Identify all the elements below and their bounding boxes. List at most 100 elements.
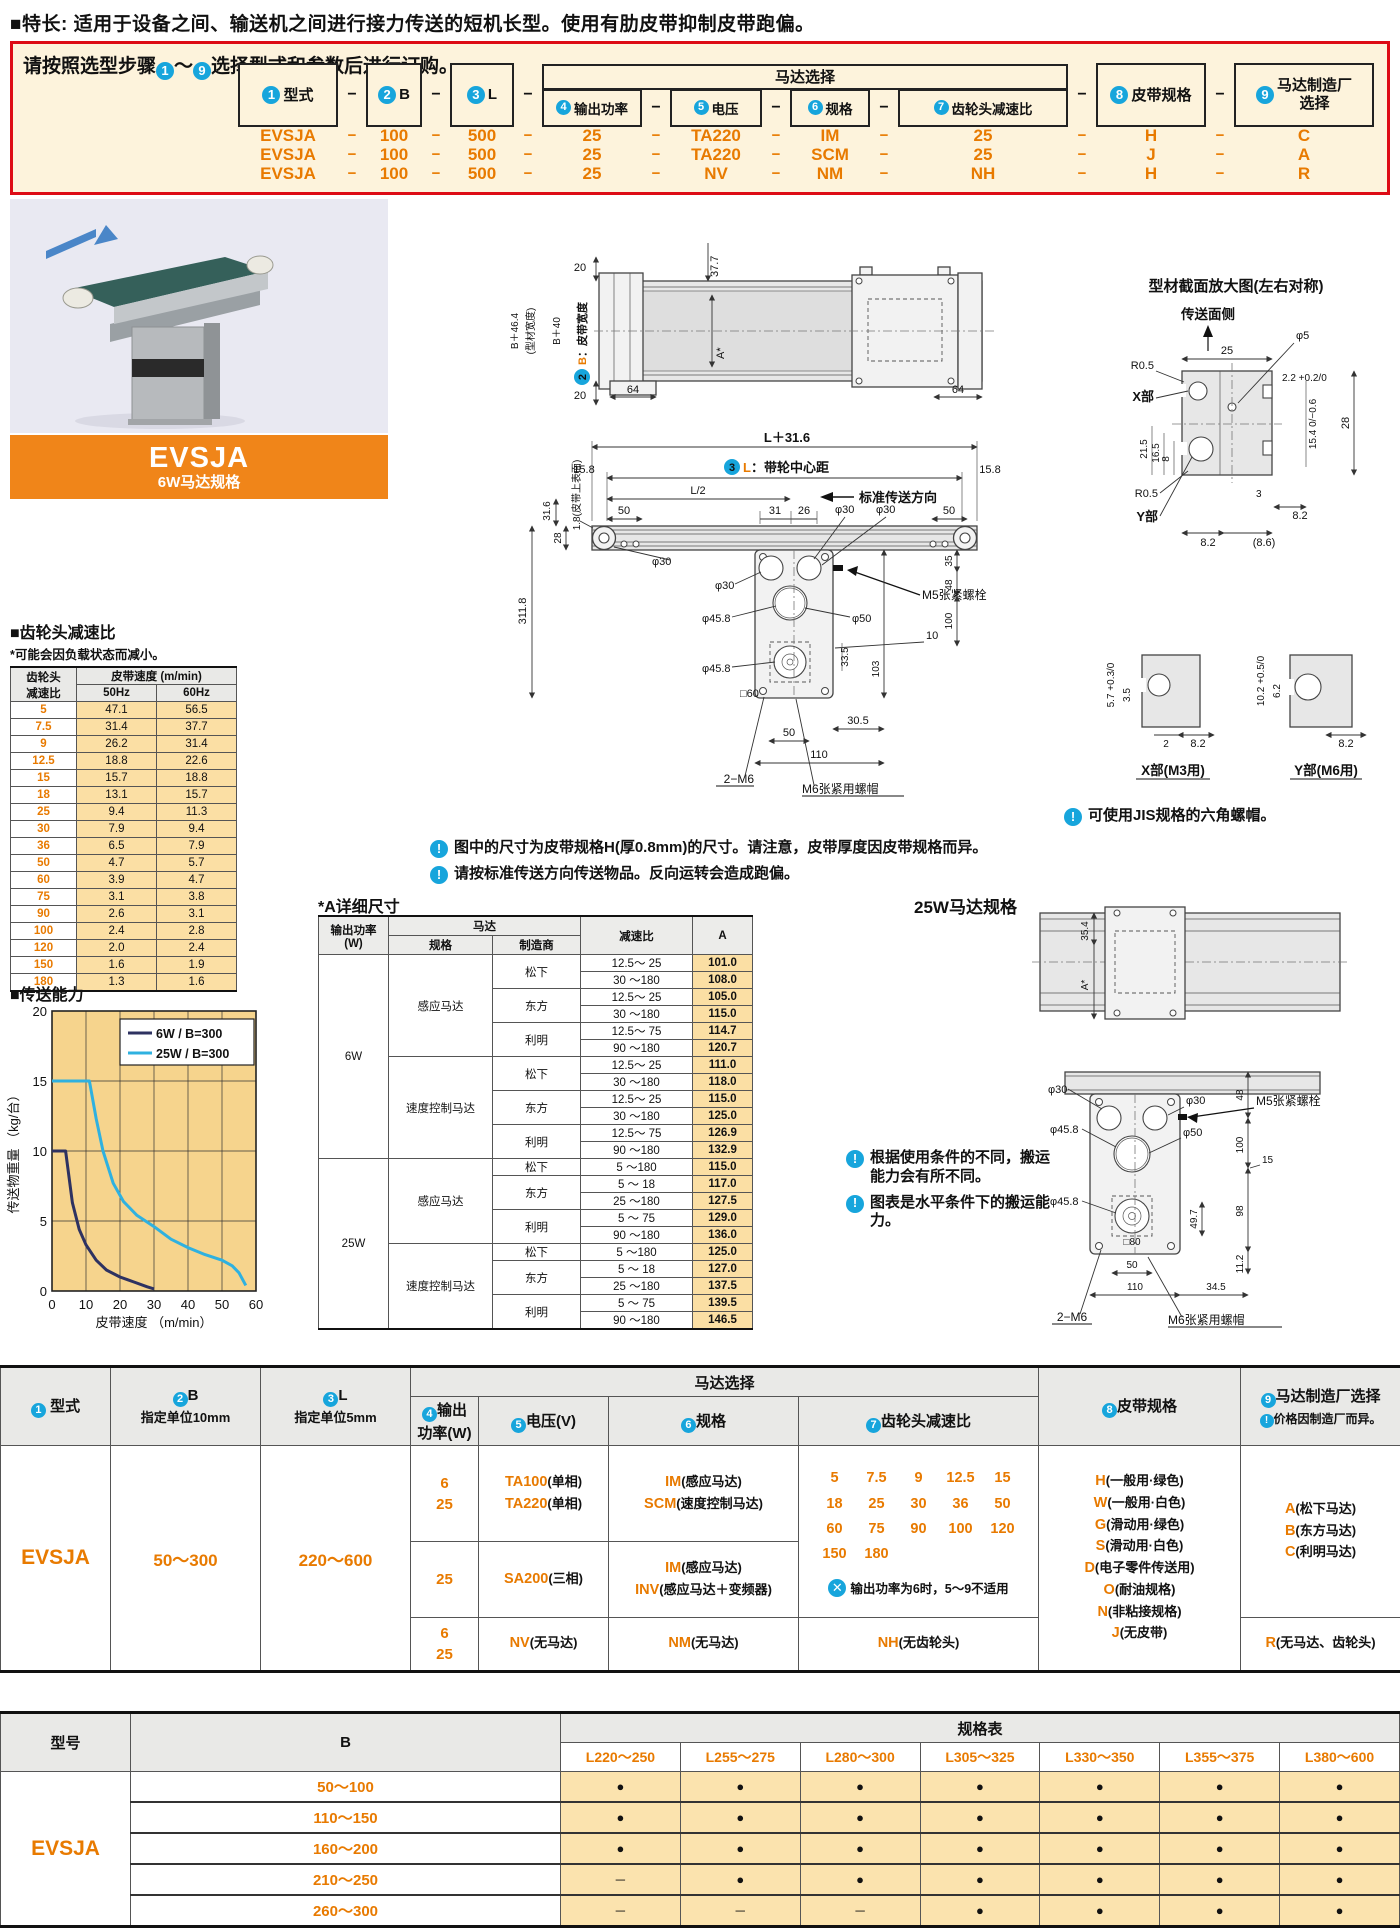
spec-availability-cell: － [680, 1895, 800, 1927]
order-example-dash: − [422, 126, 450, 145]
a-ratio-cell: 90 ～180 [581, 1227, 693, 1244]
sel-spec-1: IM(感应马达)SCM(速度控制马达) [609, 1446, 799, 1542]
gear-number: 180 [856, 1542, 898, 1567]
option-line: IM(感应马达) [611, 1558, 796, 1580]
sel-maker-options: A(松下马达)B(东方马达)C(利明马达) [1241, 1446, 1400, 1618]
option-line: INV(感应马达＋变频器) [611, 1580, 796, 1602]
gear-ratio-cell: 75 [11, 889, 77, 906]
speed-60hz-cell: 31.4 [157, 736, 237, 753]
svg-text:φ45.8: φ45.8 [1050, 1196, 1079, 1208]
spec-availability-cell: ● [1280, 1772, 1400, 1803]
note-text: 图中的尺寸为皮带规格H(厚0.8mm)的尺寸。请注意，皮带厚度因皮带规格而异。 [454, 839, 987, 858]
svg-text:35: 35 [944, 555, 955, 567]
hz60-header: 60Hz [157, 685, 237, 702]
order-example-dash: − [1206, 126, 1234, 145]
option-desc: (无皮带) [1120, 1625, 1168, 1640]
order-example-value: H [1096, 126, 1206, 145]
sel-voltage-3: NV(无马达) [479, 1618, 609, 1672]
option-desc: (感应马达) [681, 1474, 742, 1489]
a-ratio-cell: 5 ～ 18 [581, 1176, 693, 1193]
gear-ratio-cell: 120 [11, 940, 77, 957]
spec-availability-cell: ● [1040, 1772, 1160, 1803]
svg-text:φ45.8: φ45.8 [702, 613, 731, 625]
a-value-cell: 132.9 [693, 1142, 753, 1159]
spec-availability-cell: ● [1160, 1895, 1280, 1927]
note-text: 请按标准传送方向传送物品。反向运转会造成跑偏。 [454, 865, 799, 884]
svg-text:B＋46.4: B＋46.4 [510, 312, 521, 349]
svg-text:2: 2 [1163, 739, 1169, 750]
order-example-dash: − [870, 126, 898, 145]
spec-availability-cell: ● [920, 1833, 1040, 1864]
gear-section-note: *可能会因负载状态而减小。 [10, 644, 236, 663]
svg-text:26: 26 [798, 505, 810, 517]
a-value-cell: 120.7 [693, 1040, 753, 1057]
gear-ratio-cell: 100 [11, 923, 77, 940]
speed-60hz-cell: 11.3 [157, 804, 237, 821]
note-text: 可使用JIS规格的六角螺帽。 [1088, 807, 1276, 826]
order-example-value: 25 [898, 145, 1068, 164]
gear-ratio-cell: 15 [11, 770, 77, 787]
option-line: NH(无齿轮头) [801, 1633, 1036, 1655]
a-value-cell: 139.5 [693, 1295, 753, 1312]
order-example-dash: − [642, 164, 670, 183]
step-num-icon: 7 [934, 100, 949, 115]
gear-ratio-cell: 50 [11, 855, 77, 872]
product-photo [10, 199, 388, 433]
sel-spec-2: IM(感应马达)INV(感应马达＋变频器) [609, 1542, 799, 1618]
svg-text:L＋31.6: L＋31.6 [764, 430, 810, 445]
step-num-icon: 2 [378, 86, 396, 104]
y-tick: 20 [33, 1004, 47, 1019]
option-desc: (利明马达) [1295, 1544, 1356, 1559]
a-maker-cell: 利明 [493, 1023, 581, 1057]
svg-text:15.4 0/−0.6: 15.4 0/−0.6 [1308, 398, 1319, 449]
option-desc: (滑动用·绿色) [1106, 1517, 1184, 1532]
gear-ratio-section: ■齿轮头减速比 *可能会因负载状态而减小。 齿轮头减速比 皮带速度 (m/min… [10, 619, 236, 992]
order-example-value: 25 [542, 145, 642, 164]
a-maker-cell: 东方 [493, 989, 581, 1023]
a-header-a: A [693, 916, 753, 955]
order-example-dash: − [514, 145, 542, 164]
spec-l-header: L355～375 [1160, 1743, 1280, 1772]
a-maker-cell: 松下 [493, 1159, 581, 1176]
legend-label: 25W / B=300 [156, 1047, 229, 1061]
svg-text:50: 50 [943, 505, 955, 517]
x-tick: 0 [48, 1297, 55, 1312]
point-icon: ! [430, 840, 448, 858]
order-example-value: EVSJA [238, 126, 338, 145]
spec-l-header: L220～250 [561, 1743, 681, 1772]
a-ratio-cell: 5 ～180 [581, 1159, 693, 1176]
main-content: EVSJA 6W马达规格 ■齿轮头减速比 *可能会因负载状态而减小。 齿轮头减速… [0, 195, 1400, 1363]
option-line: A(松下马达) [1243, 1499, 1398, 1521]
a-value-cell: 117.0 [693, 1176, 753, 1193]
svg-text:□80: □80 [1123, 1237, 1141, 1248]
a-header-maker: 制造商 [493, 936, 581, 955]
option-code: TA100 [505, 1474, 547, 1490]
svg-text:6.2: 6.2 [1272, 684, 1283, 698]
a-maker-cell: 利明 [493, 1295, 581, 1330]
profile-shape [1172, 363, 1282, 483]
side-view [592, 526, 977, 698]
gear-number: 75 [856, 1517, 898, 1542]
option-desc: (无马达、齿轮头) [1276, 1635, 1376, 1650]
gear-number: 90 [898, 1517, 940, 1542]
gear-section-title: ■齿轮头减速比 [10, 619, 236, 643]
a-header-ratio: 减速比 [581, 916, 693, 955]
a-spec-cell: 感应马达 [389, 1159, 493, 1244]
order-example-dash: − [762, 126, 790, 145]
a-ratio-cell: 30 ～180 [581, 1006, 693, 1023]
gear-number: 9 [898, 1466, 940, 1491]
gear-number: 12.5 [940, 1466, 982, 1491]
spec-b-cell: 210～250 [131, 1864, 561, 1895]
option-code: INV [635, 1582, 659, 1598]
order-example-dash: − [1206, 145, 1234, 164]
